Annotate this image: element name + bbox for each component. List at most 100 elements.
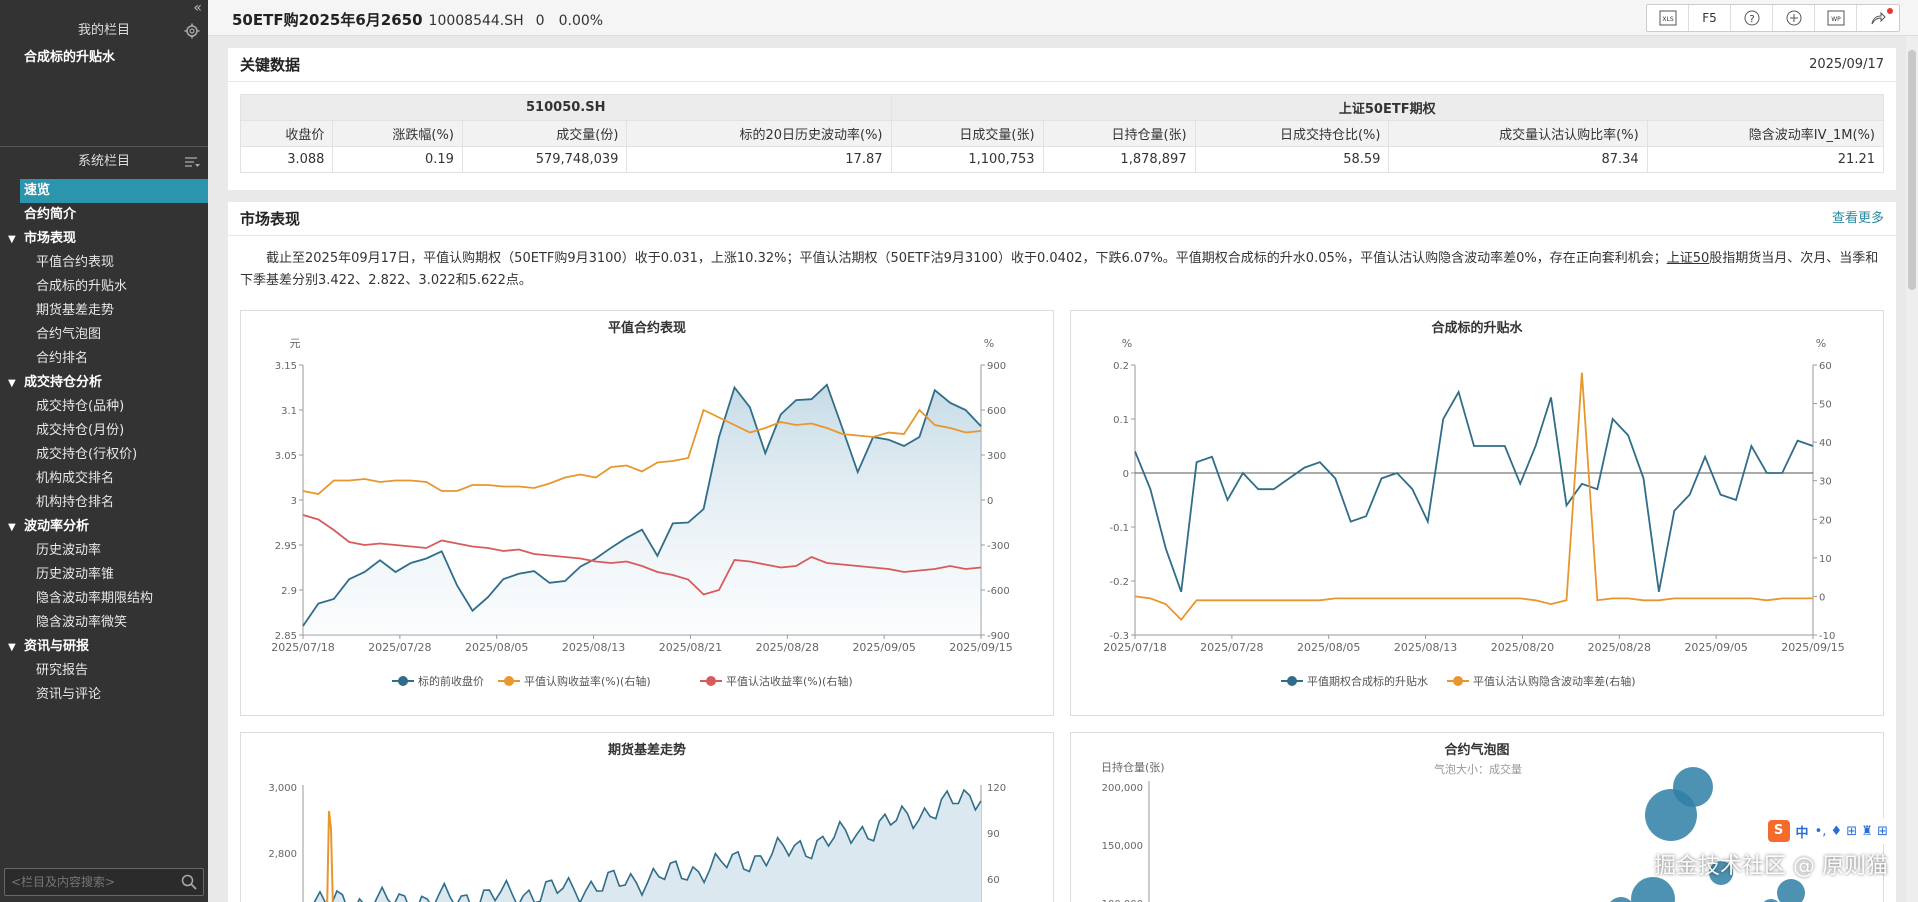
y-tick-left: 0.2 bbox=[1113, 361, 1129, 372]
collapse-sidebar-icon[interactable]: « bbox=[193, 0, 202, 16]
nav-item-16[interactable]: 历史波动率锥 bbox=[0, 563, 208, 587]
nav-item-11[interactable]: 成交持仓(行权价) bbox=[0, 443, 208, 467]
basis-line bbox=[313, 788, 982, 902]
col-header: 日成交量(张) bbox=[890, 120, 1044, 147]
x-tick-label: 2025/08/20 bbox=[1491, 641, 1554, 654]
nav-item-14[interactable]: ▼ 波动率分析 bbox=[0, 515, 208, 539]
export-xls-button[interactable]: XLS bbox=[1647, 5, 1689, 31]
legend-label: 平值认沽收益率(%)(右轴) bbox=[726, 674, 853, 688]
sidebar-search-input[interactable] bbox=[5, 869, 175, 895]
nav-item-8[interactable]: ▼ 成交持仓分析 bbox=[0, 371, 208, 395]
y-unit-left: % bbox=[1122, 337, 1132, 350]
sse50-link[interactable]: 上证50 bbox=[1666, 251, 1710, 266]
x-tick-label: 2025/09/05 bbox=[1684, 641, 1747, 654]
y-tick-left: 2.95 bbox=[275, 541, 297, 552]
nav-item-label: 历史波动率锥 bbox=[36, 567, 115, 582]
nav-item-7[interactable]: 合约排名 bbox=[0, 347, 208, 371]
summary-text: 截止至2025年09月17日，平值认购期权（50ETF购9月3100）收于0.0… bbox=[266, 251, 1667, 266]
x-tick-label: 2025/07/18 bbox=[271, 641, 334, 654]
y-tick-left: 3,000 bbox=[268, 783, 297, 794]
y-tick-right: 60 bbox=[1819, 361, 1832, 372]
series-line-0 bbox=[1134, 389, 1814, 593]
nav-item-2[interactable]: ▼ 市场表现 bbox=[0, 227, 208, 251]
my-section-title: 我的栏目 bbox=[77, 23, 130, 38]
y-tick-right: 90 bbox=[987, 829, 1000, 840]
ime-icons[interactable]: •, ♦ ⊞ ♜ ⊞ bbox=[1814, 823, 1888, 839]
nav-item-label: 机构持仓排名 bbox=[36, 495, 115, 510]
nav-item-4[interactable]: 合成标的升贴水 bbox=[0, 275, 208, 299]
chart-subtitle: 气泡大小：成交量 bbox=[1434, 762, 1522, 776]
expand-arrow-icon[interactable]: ▼ bbox=[8, 378, 16, 389]
bubble bbox=[1673, 767, 1713, 807]
nav-item-18[interactable]: 隐含波动率微笑 bbox=[0, 611, 208, 635]
nav-item-6[interactable]: 合约气泡图 bbox=[0, 323, 208, 347]
nav-item-15[interactable]: 历史波动率 bbox=[0, 539, 208, 563]
expand-arrow-icon[interactable]: ▼ bbox=[8, 522, 16, 533]
series-line-1 bbox=[302, 408, 982, 495]
bubble bbox=[1777, 879, 1805, 902]
nav-item-label: 隐含波动率微笑 bbox=[36, 615, 128, 630]
svg-text:XLS: XLS bbox=[1662, 16, 1673, 23]
nav-item-19[interactable]: ▼ 资讯与研报 bbox=[0, 635, 208, 659]
legend-marker bbox=[1453, 676, 1463, 686]
search-icon[interactable] bbox=[181, 874, 197, 890]
svg-text:?: ? bbox=[1749, 14, 1754, 25]
vertical-scrollbar[interactable] bbox=[1906, 36, 1918, 902]
nav-item-label: 期货基差走势 bbox=[36, 303, 115, 318]
my-section-header: 我的栏目 bbox=[0, 20, 208, 42]
sidebar-search[interactable] bbox=[4, 868, 204, 896]
cell-value: 17.87 bbox=[626, 146, 892, 173]
nav-item-0[interactable]: 速览 bbox=[20, 179, 208, 203]
y-tick-right: 20 bbox=[1819, 515, 1832, 526]
nav-item-9[interactable]: 成交持仓(品种) bbox=[0, 395, 208, 419]
ime-toolbar[interactable]: S 中 •, ♦ ⊞ ♜ ⊞ bbox=[1763, 818, 1892, 844]
help-button[interactable]: ? bbox=[1731, 5, 1773, 31]
expand-arrow-icon[interactable]: ▼ bbox=[8, 642, 16, 653]
export-word-button[interactable]: WP bbox=[1815, 5, 1857, 31]
key-data-date: 2025/09/17 bbox=[1809, 57, 1884, 72]
nav-item-21[interactable]: 资讯与评论 bbox=[0, 683, 208, 707]
chart-svg: 元 % 3.15 3.1 3.05 3 2.95 2.9 2.85 900 600 300 0 -300 -… bbox=[271, 337, 1012, 688]
add-button[interactable] bbox=[1773, 5, 1815, 31]
nav-item-20[interactable]: 研究报告 bbox=[0, 659, 208, 683]
y-tick-right: -600 bbox=[987, 586, 1010, 597]
atm-performance-chart: 平值合约表现 元% 3.15 3.1 3.05 3 2.95 2.9 2.85 900 600 30… bbox=[240, 310, 1054, 716]
x-tick-label: 2025/08/28 bbox=[756, 641, 819, 654]
view-more-link[interactable]: 查看更多 bbox=[1831, 211, 1884, 226]
y-tick-left: 100,000 bbox=[1102, 899, 1143, 902]
refresh-f5-button[interactable]: F5 bbox=[1689, 5, 1731, 31]
nav-item-13[interactable]: 机构持仓排名 bbox=[0, 491, 208, 515]
top-bar: 50ETF购2025年6月2650 10008544.SH 0 0.00% XLS F… bbox=[208, 0, 1918, 36]
sogou-ime-icon[interactable]: S bbox=[1767, 820, 1790, 842]
summary-tail: 股指期货当月、次月、当季和下季基差分别3.422、2.822、3.022和5.6… bbox=[240, 251, 1879, 288]
nav-item-17[interactable]: 隐含波动率期限结构 bbox=[0, 587, 208, 611]
nav-item-5[interactable]: 期货基差走势 bbox=[0, 299, 208, 323]
my-items-list: 合成标的升贴水 bbox=[0, 46, 208, 70]
ime-lang[interactable]: 中 bbox=[1795, 825, 1809, 841]
gear-icon[interactable] bbox=[184, 23, 200, 39]
x-tick-label: 2025/08/21 bbox=[659, 641, 722, 654]
nav-item-10[interactable]: 成交持仓(月份) bbox=[0, 419, 208, 443]
y-axis-label: 日持仓量(张) bbox=[1101, 760, 1165, 774]
nav-item-3[interactable]: 平值合约表现 bbox=[0, 251, 208, 275]
cell-value: 1,878,897 bbox=[1042, 146, 1196, 173]
series-area-0 bbox=[303, 384, 981, 635]
chart-svg: 3,000 2,800 120 90 60 bbox=[268, 783, 1006, 902]
share-button[interactable] bbox=[1857, 5, 1899, 31]
bubble bbox=[1631, 877, 1675, 902]
scrollbar-thumb[interactable] bbox=[1908, 50, 1916, 290]
nav-item-label: 研究报告 bbox=[36, 663, 89, 678]
col-header: 日成交持仓比(%) bbox=[1194, 120, 1390, 147]
my-item-synthetic-premium[interactable]: 合成标的升贴水 bbox=[24, 50, 116, 65]
key-data-table: 510050.SH 上证50ETF期权 收盘价 涨跌幅(%) 成交量(份) 标的20日… bbox=[239, 94, 1885, 173]
expand-arrow-icon[interactable]: ▼ bbox=[8, 234, 16, 245]
y-tick-left: -0.1 bbox=[1109, 523, 1129, 534]
nav-item-12[interactable]: 机构成交排名 bbox=[0, 467, 208, 491]
y-tick-left: 3.15 bbox=[275, 361, 297, 372]
legend-marker bbox=[504, 676, 514, 686]
list-filter-icon[interactable] bbox=[184, 154, 200, 170]
y-tick-left: 150,000 bbox=[1102, 841, 1143, 852]
nav-item-1[interactable]: 合约简介 bbox=[0, 203, 208, 227]
nav-item-label: 成交持仓分析 bbox=[24, 375, 103, 390]
